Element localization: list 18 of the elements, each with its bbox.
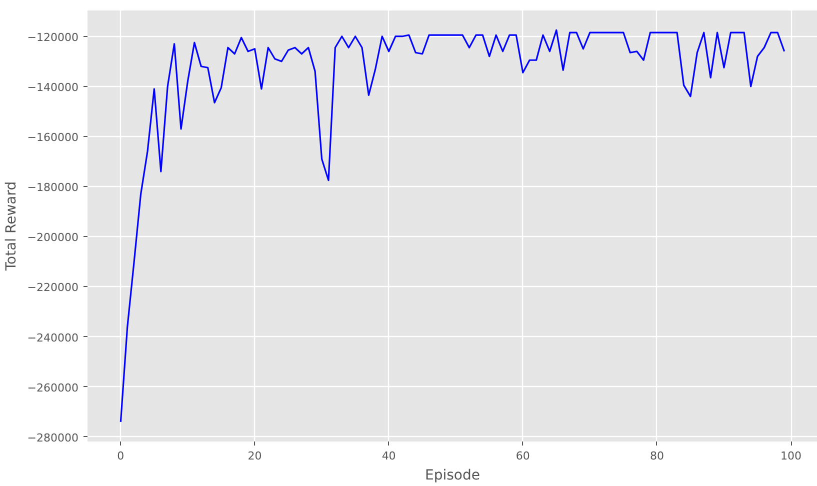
x-tick-label: 0: [117, 450, 124, 462]
x-tick-label: 100: [780, 450, 802, 462]
y-axis-title: Total Reward: [3, 181, 20, 272]
y-tick-label: −220000: [27, 281, 79, 294]
y-tick-label: −140000: [27, 80, 79, 94]
y-tick-label: −180000: [27, 181, 79, 194]
y-tick-label: −200000: [27, 231, 79, 244]
y-tick-label: −260000: [27, 381, 79, 394]
x-tick-label: 60: [516, 450, 530, 462]
x-tick-label: 40: [382, 450, 396, 462]
y-tick-label: −240000: [27, 331, 79, 344]
x-tick-label: 80: [650, 450, 664, 462]
x-tick-label: 20: [248, 450, 262, 462]
x-axis-title: Episode: [425, 468, 480, 484]
y-tick-label: −160000: [27, 130, 79, 144]
line-series: [120, 29, 786, 423]
y-tick-label: −120000: [27, 30, 79, 44]
y-tick-label: −280000: [27, 431, 79, 444]
